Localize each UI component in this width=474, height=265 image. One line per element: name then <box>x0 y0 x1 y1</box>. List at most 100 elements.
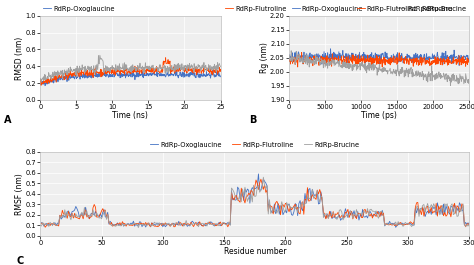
RdRp-Brucine <box>124 63 129 66</box>
RdRp-Flutroline <box>214 69 220 72</box>
RdRp-Flutroline <box>38 84 44 87</box>
RdRp-Flutroline <box>37 80 43 83</box>
RdRp-Brucine <box>372 63 378 66</box>
RdRp-Flutroline <box>123 67 129 70</box>
Line: RdRp-Flutroline: RdRp-Flutroline <box>42 179 469 227</box>
RdRp-Brucine <box>97 54 103 57</box>
RdRp-Flutroline <box>237 201 243 204</box>
Text: A: A <box>4 115 12 125</box>
X-axis label: Time (ps): Time (ps) <box>361 111 397 120</box>
Line: RdRp-Oxoglaucine: RdRp-Oxoglaucine <box>289 49 469 65</box>
RdRp-Flutroline <box>136 70 141 73</box>
RdRp-Flutroline <box>373 57 379 60</box>
X-axis label: Residue number: Residue number <box>224 248 286 257</box>
RdRp-Flutroline <box>258 178 264 181</box>
RdRp-Brucine <box>146 66 151 69</box>
RdRp-Oxoglaucine <box>37 82 43 86</box>
RdRp-Brucine <box>136 226 141 229</box>
RdRp-Brucine <box>463 72 468 75</box>
Line: RdRp-Oxoglaucine: RdRp-Oxoglaucine <box>40 69 220 86</box>
RdRp-Flutroline <box>218 68 223 71</box>
RdRp-Oxoglaucine <box>236 187 242 191</box>
Line: RdRp-Flutroline: RdRp-Flutroline <box>40 58 220 85</box>
RdRp-Flutroline <box>293 207 299 211</box>
RdRp-Brucine <box>37 77 43 80</box>
RdRp-Flutroline <box>163 56 168 59</box>
RdRp-Flutroline <box>154 225 160 228</box>
RdRp-Brucine <box>39 224 45 227</box>
RdRp-Oxoglaucine <box>456 64 462 67</box>
RdRp-Oxoglaucine <box>146 72 151 75</box>
RdRp-Flutroline <box>466 59 472 62</box>
RdRp-Flutroline <box>384 61 390 64</box>
RdRp-Oxoglaucine <box>186 75 191 78</box>
RdRp-Brucine <box>154 222 160 225</box>
Legend: RdRp-Oxoglaucine, RdRp-Flutroline, RdRp-Brucine: RdRp-Oxoglaucine, RdRp-Flutroline, RdRp-… <box>289 3 469 14</box>
RdRp-Brucine <box>125 68 130 71</box>
RdRp-Flutroline <box>466 224 472 227</box>
RdRp-Oxoglaucine <box>384 51 390 55</box>
RdRp-Flutroline <box>463 65 468 68</box>
Legend: RdRp-Oxoglaucine, RdRp-Flutroline, RdRp-Brucine: RdRp-Oxoglaucine, RdRp-Flutroline, RdRp-… <box>147 139 362 150</box>
Legend: RdRp-Oxoglaucine, RdRp-Flutroline, RdRp-Brucine: RdRp-Oxoglaucine, RdRp-Flutroline, RdRp-… <box>40 3 455 14</box>
Y-axis label: RMSD (nm): RMSD (nm) <box>15 36 24 80</box>
RdRp-Brucine <box>293 204 299 207</box>
RdRp-Oxoglaucine <box>372 53 378 56</box>
RdRp-Brucine <box>261 176 266 179</box>
RdRp-Oxoglaucine <box>393 226 399 229</box>
RdRp-Oxoglaucine <box>153 224 158 227</box>
RdRp-Oxoglaucine <box>466 223 472 226</box>
RdRp-Brucine <box>288 49 294 52</box>
RdRp-Brucine <box>394 70 400 74</box>
RdRp-Oxoglaucine <box>286 53 292 56</box>
RdRp-Oxoglaucine <box>136 72 141 75</box>
RdRp-Brucine <box>466 222 472 225</box>
RdRp-Brucine <box>269 210 275 214</box>
RdRp-Brucine <box>373 66 379 69</box>
RdRp-Brucine <box>384 70 390 73</box>
RdRp-Oxoglaucine <box>39 221 45 224</box>
RdRp-Flutroline <box>269 205 275 208</box>
RdRp-Oxoglaucine <box>328 47 333 50</box>
RdRp-Oxoglaucine <box>218 75 223 78</box>
RdRp-Oxoglaucine <box>463 55 468 59</box>
RdRp-Flutroline <box>145 69 151 72</box>
RdRp-Brucine <box>434 76 440 79</box>
RdRp-Flutroline <box>394 63 400 66</box>
X-axis label: Time (ns): Time (ns) <box>112 111 148 120</box>
RdRp-Flutroline <box>435 56 440 59</box>
RdRp-Oxoglaucine <box>373 56 379 59</box>
RdRp-Oxoglaucine <box>214 72 220 75</box>
RdRp-Flutroline <box>186 69 191 72</box>
RdRp-Flutroline <box>450 205 456 208</box>
RdRp-Brucine <box>218 65 223 68</box>
RdRp-Brucine <box>450 213 456 216</box>
RdRp-Oxoglaucine <box>268 209 273 212</box>
RdRp-Flutroline <box>39 222 45 225</box>
RdRp-Oxoglaucine <box>292 202 298 205</box>
RdRp-Flutroline <box>372 60 378 63</box>
Y-axis label: RMSF (nm): RMSF (nm) <box>15 173 24 215</box>
RdRp-Flutroline <box>299 51 304 54</box>
RdRp-Flutroline <box>379 65 385 69</box>
Line: RdRp-Flutroline: RdRp-Flutroline <box>289 52 469 67</box>
RdRp-Oxoglaucine <box>394 53 400 56</box>
RdRp-Brucine <box>186 65 191 68</box>
RdRp-Oxoglaucine <box>113 68 118 71</box>
RdRp-Oxoglaucine <box>125 73 130 76</box>
Text: B: B <box>249 115 257 125</box>
RdRp-Oxoglaucine <box>463 221 468 224</box>
RdRp-Oxoglaucine <box>124 72 129 75</box>
RdRp-Brucine <box>286 55 292 58</box>
Y-axis label: Rg (nm): Rg (nm) <box>260 42 269 73</box>
RdRp-Brucine <box>463 225 468 228</box>
RdRp-Oxoglaucine <box>42 84 48 87</box>
RdRp-Brucine <box>466 79 472 82</box>
RdRp-Oxoglaucine <box>450 210 456 214</box>
RdRp-Oxoglaucine <box>434 52 440 55</box>
RdRp-Flutroline <box>42 226 48 229</box>
RdRp-Brucine <box>237 192 243 196</box>
RdRp-Brucine <box>38 81 44 84</box>
RdRp-Flutroline <box>125 72 130 75</box>
RdRp-Flutroline <box>286 59 292 63</box>
